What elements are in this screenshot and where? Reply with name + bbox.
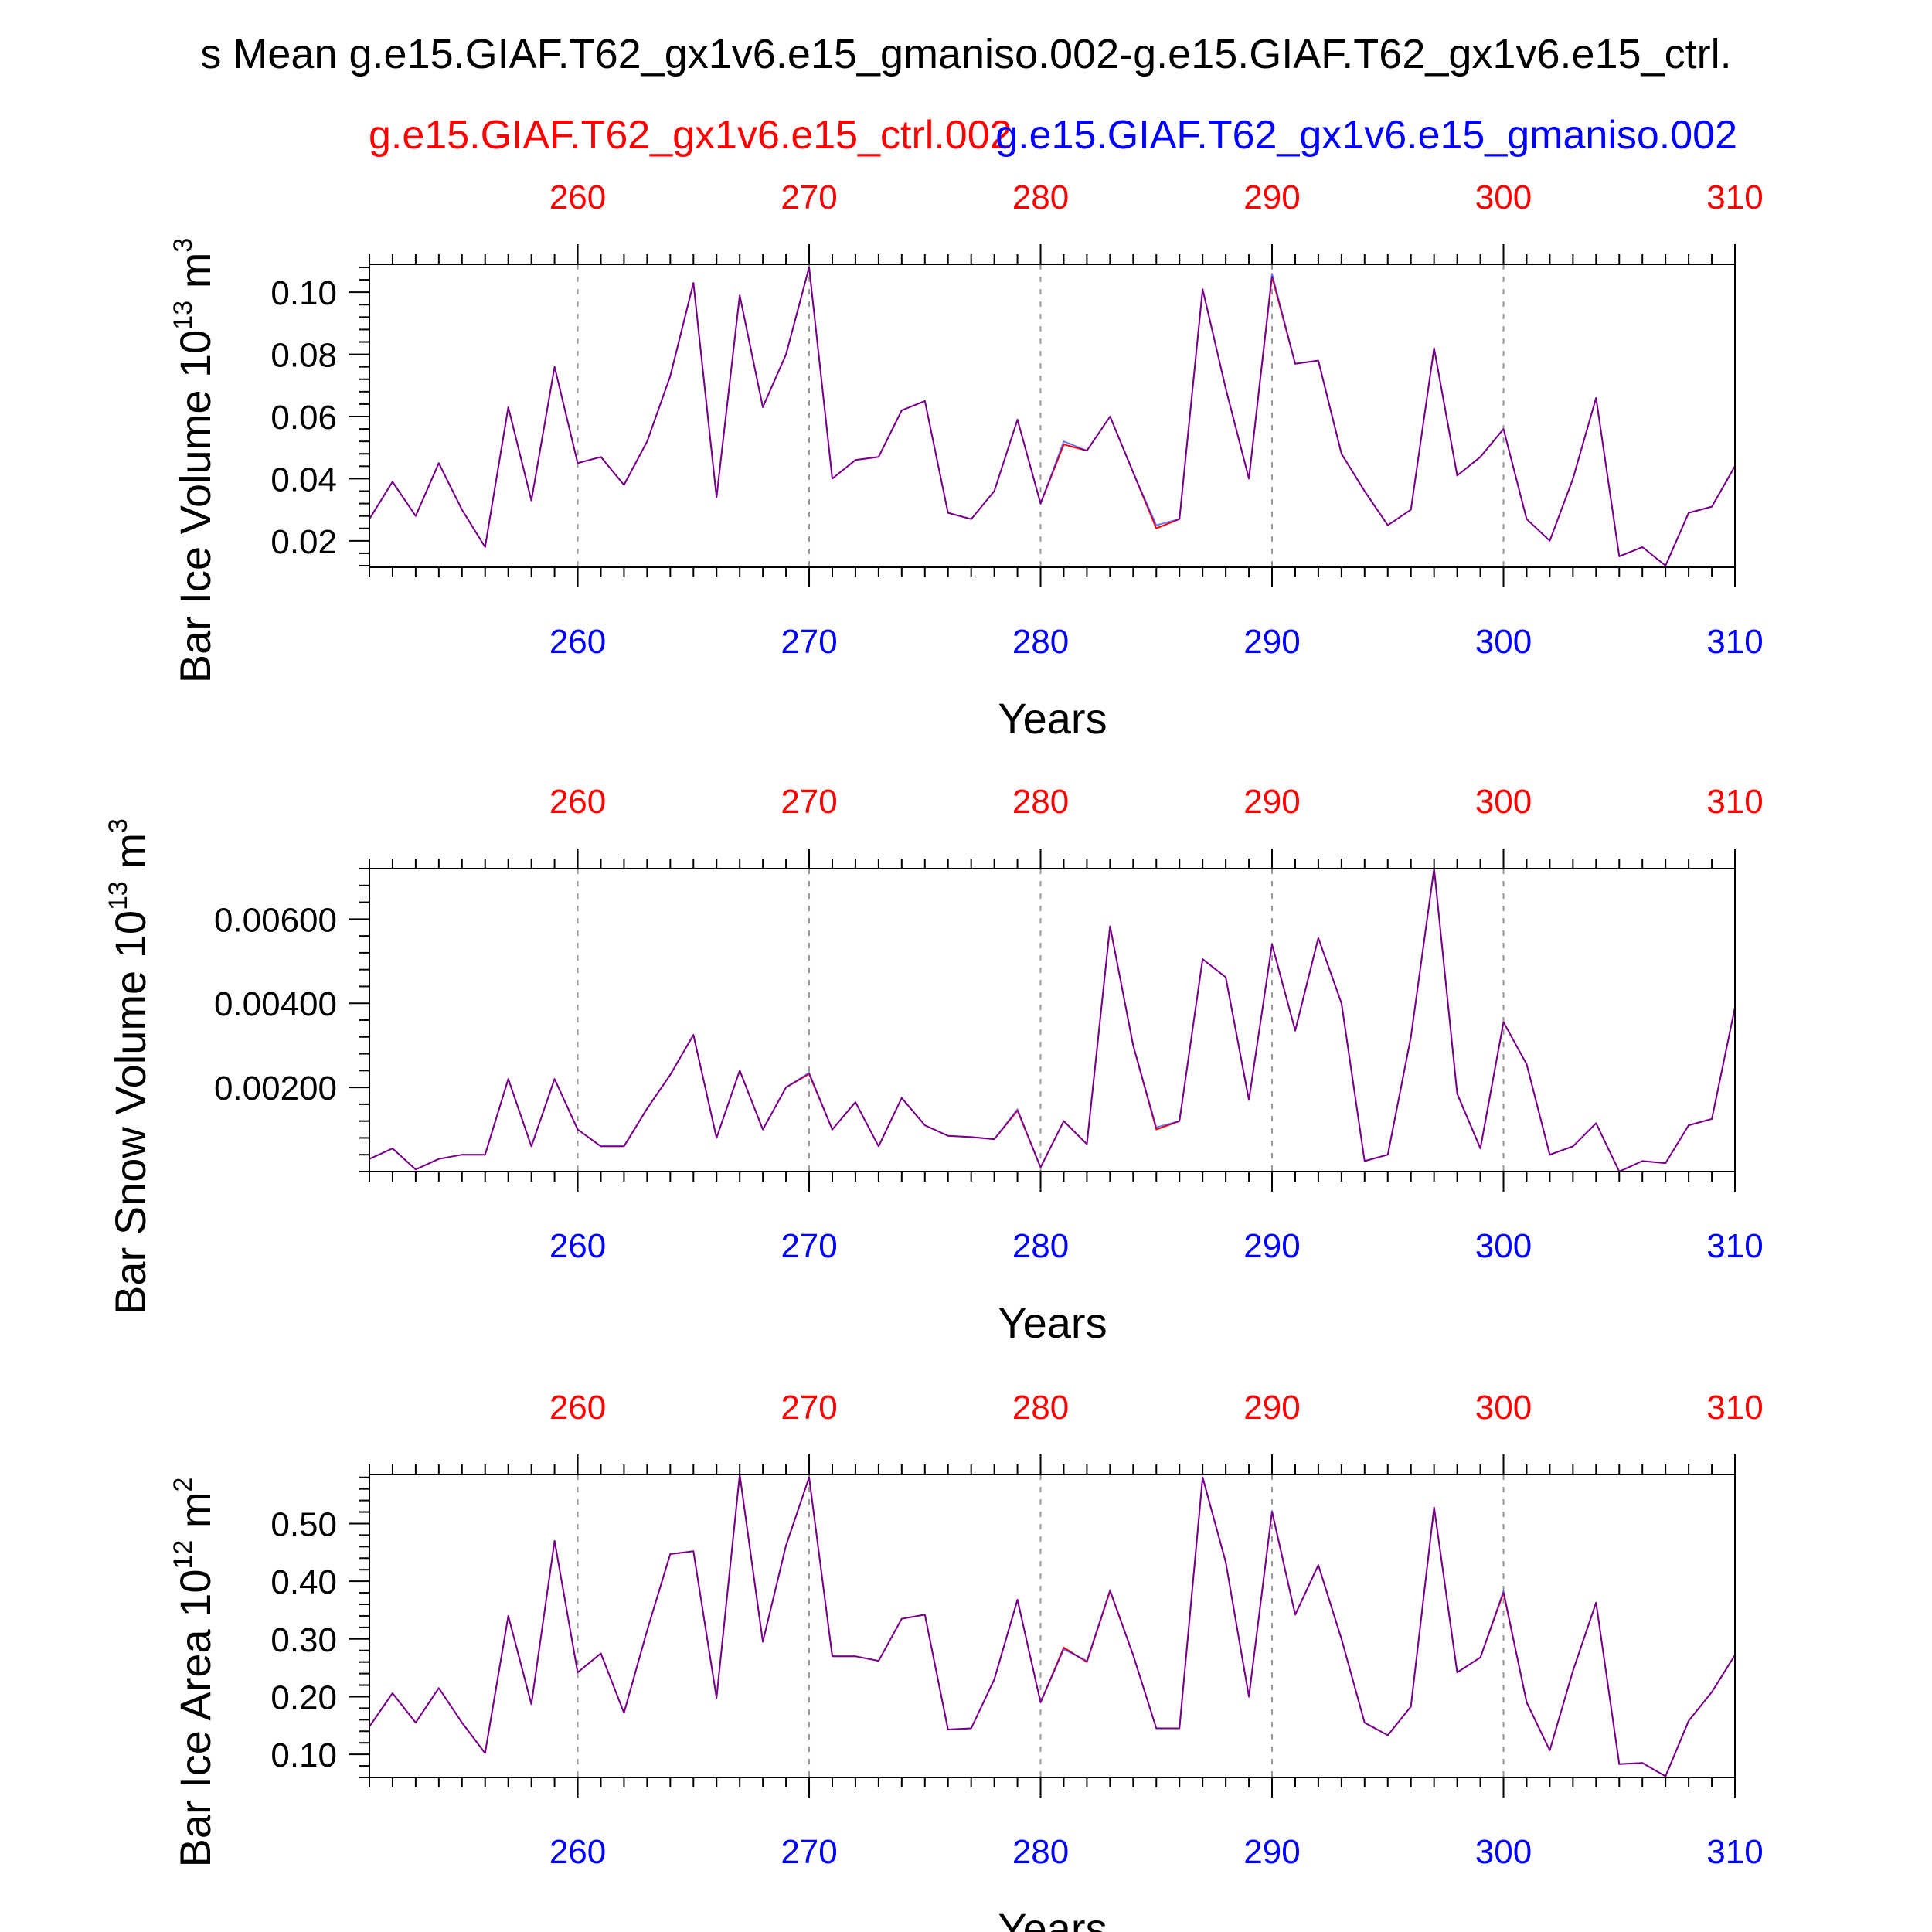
x-tick-label-top: 310 [1706, 1389, 1763, 1427]
x-tick-label-top: 280 [1012, 783, 1069, 821]
y-axis-label-text: Bar Ice Area 10 [171, 1569, 219, 1867]
y-tick-label: 0.00600 [214, 901, 337, 939]
y-axis-label-unit: m [106, 833, 155, 881]
y-axis-label-exp: 13 [168, 301, 198, 330]
x-tick-label-bottom: 260 [549, 1227, 606, 1265]
x-tick-label-top: 270 [781, 1389, 837, 1427]
x-tick-label-bottom: 280 [1012, 623, 1069, 661]
series-line-ctrl [369, 1474, 1736, 1777]
chart-panel-2: 260 260 270 270 280 280 290 290 300 300 310 310 0.00… [104, 783, 1764, 1347]
series-line-ctrl [369, 267, 1736, 566]
x-tick-label-bottom: 260 [549, 1833, 606, 1871]
x-axis-label: Years [998, 1904, 1107, 1932]
x-tick-label-bottom: 300 [1475, 623, 1532, 661]
y-axis-label-exp: 13 [104, 881, 133, 910]
chart-panel-1: 260 260 270 270 280 280 290 290 300 300 310 310 0.02… [168, 179, 1764, 743]
x-tick-label-bottom: 290 [1243, 623, 1300, 661]
x-tick-label-bottom: 270 [781, 1833, 837, 1871]
x-tick-label-top: 280 [1012, 1389, 1069, 1427]
x-tick-label-top: 270 [781, 783, 837, 821]
x-tick-label-top: 260 [549, 1389, 606, 1427]
plot-frame [369, 1474, 1736, 1778]
panels: 260 260 270 270 280 280 290 290 300 300 310 310 0.02… [104, 179, 1764, 1932]
x-tick-label-bottom: 300 [1475, 1227, 1532, 1265]
plot-frame [369, 868, 1736, 1172]
x-tick-label-top: 310 [1706, 783, 1763, 821]
y-axis-label-unitexp: 2 [168, 1478, 198, 1492]
y-axis-label-text: Bar Snow Volume 10 [106, 910, 155, 1315]
figure-title: s Mean g.e15.GIAF.T62_gx1v6.e15_gmaniso.… [200, 31, 1731, 77]
x-tick-label-top: 300 [1475, 1389, 1532, 1427]
series-line-test [369, 868, 1736, 1172]
y-tick-label: 0.20 [270, 1679, 337, 1716]
y-axis-label-unit: m [171, 1492, 219, 1539]
x-axis-label: Years [998, 694, 1107, 743]
x-tick-label-bottom: 310 [1706, 623, 1763, 661]
y-tick-label: 0.50 [270, 1505, 337, 1543]
x-axis-label: Years [998, 1298, 1107, 1347]
x-tick-label-bottom: 270 [781, 623, 837, 661]
series-line-test [369, 267, 1736, 566]
x-tick-label-bottom: 260 [549, 623, 606, 661]
y-axis-label-unitexp: 3 [168, 238, 198, 253]
case-test-label: g.e15.GIAF.T62_gx1v6.e15_gmaniso.002 [995, 113, 1737, 158]
chart-panel-3: 260 260 270 270 280 280 290 290 300 300 310 310 0.10… [168, 1389, 1764, 1932]
x-tick-label-bottom: 280 [1012, 1227, 1069, 1265]
case-ctrl-label: g.e15.GIAF.T62_gx1v6.e15_ctrl.002 [369, 113, 1012, 158]
x-tick-label-top: 290 [1243, 1389, 1300, 1427]
y-tick-label: 0.00400 [214, 985, 337, 1023]
y-tick-label: 0.04 [270, 461, 337, 498]
y-axis-label-unit: m [171, 253, 219, 301]
y-tick-label: 0.10 [270, 274, 337, 312]
plot-frame [369, 264, 1736, 568]
y-tick-label: 0.00200 [214, 1070, 337, 1107]
y-axis-label-unitexp: 3 [104, 818, 133, 833]
x-tick-label-top: 280 [1012, 179, 1069, 216]
y-tick-label: 0.30 [270, 1621, 337, 1659]
x-tick-label-bottom: 310 [1706, 1833, 1763, 1871]
x-tick-label-bottom: 290 [1243, 1227, 1300, 1265]
x-tick-label-bottom: 290 [1243, 1833, 1300, 1871]
y-tick-label: 0.08 [270, 337, 337, 375]
y-axis-label-text: Bar Ice Volume 10 [171, 330, 219, 684]
x-tick-label-top: 260 [549, 179, 606, 216]
series-line-test [369, 1474, 1736, 1777]
x-tick-label-bottom: 270 [781, 1227, 837, 1265]
x-tick-label-top: 260 [549, 783, 606, 821]
x-tick-label-top: 300 [1475, 783, 1532, 821]
y-axis-label: Bar Ice Volume 1013 m3 [168, 238, 219, 684]
y-axis-label: Bar Snow Volume 1013 m3 [104, 818, 155, 1315]
x-tick-label-top: 270 [781, 179, 837, 216]
x-tick-label-top: 290 [1243, 179, 1300, 216]
x-tick-label-top: 290 [1243, 783, 1300, 821]
x-tick-label-bottom: 300 [1475, 1833, 1532, 1871]
x-tick-label-top: 300 [1475, 179, 1532, 216]
y-axis-label-exp: 12 [168, 1540, 198, 1570]
x-tick-label-bottom: 310 [1706, 1227, 1763, 1265]
x-tick-label-bottom: 280 [1012, 1833, 1069, 1871]
series-line-ctrl [369, 868, 1736, 1172]
y-axis-label: Bar Ice Area 1012 m2 [168, 1478, 219, 1868]
y-tick-label: 0.10 [270, 1736, 337, 1774]
x-tick-label-top: 310 [1706, 179, 1763, 216]
y-tick-label: 0.02 [270, 523, 337, 561]
y-tick-label: 0.06 [270, 399, 337, 437]
y-tick-label: 0.40 [270, 1563, 337, 1601]
